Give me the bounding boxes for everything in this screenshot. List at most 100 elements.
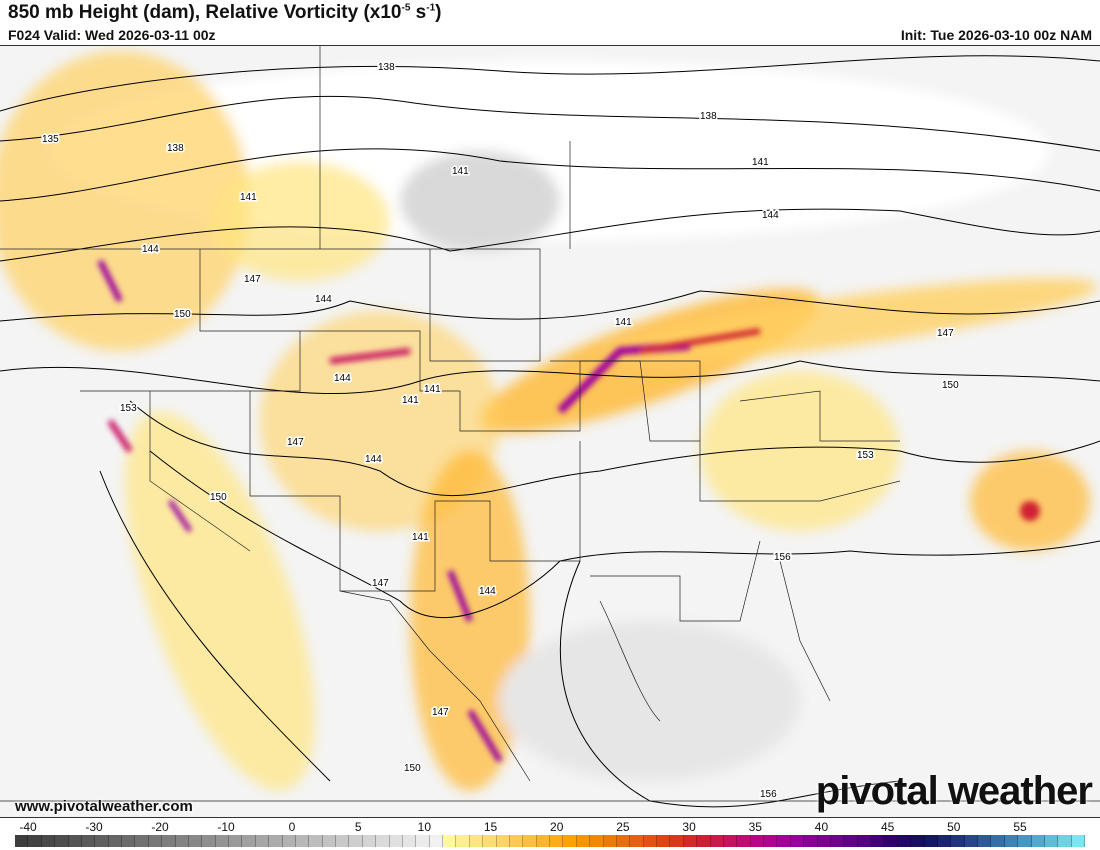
contour-label: 147 [372,578,389,589]
contour-label: 141 [752,157,769,168]
colorbar-cell [483,835,497,847]
contour-label: 147 [432,707,449,718]
contour-label: 141 [452,166,469,177]
colorbar-tick-label: 5 [354,820,362,834]
title-exp: -5 [401,2,411,14]
colorbar-cell [643,835,657,847]
contour-label: 144 [762,210,779,221]
contour-label: 141 [240,192,257,203]
colorbar-cell [68,835,82,847]
colorbar-tick-label: 15 [483,820,498,834]
pivotalweather-logo: pivotal weather [815,769,1093,813]
colorbar-cell [857,835,871,847]
colorbar-cell [242,835,256,847]
contour-label: 141 [412,532,429,543]
colorbar-cell [362,835,377,847]
colorbar-cell [790,835,805,847]
colorbar-cell [456,835,470,847]
colorbar-cell [269,835,283,847]
colorbar-cell [1018,835,1032,847]
colorbar-cell [697,835,711,847]
contour-label: 147 [287,437,304,448]
colorbar-ticks: -40 -30 -20 -10 0 5 10 15 20 25 30 35 40 45 50 55 [0,820,1100,834]
colorbar-cell [777,835,791,847]
colorbar-cell [15,835,29,847]
contour-label: 147 [937,328,954,339]
colorbar-cell [1031,835,1045,847]
colorbar-cell [443,835,457,847]
map-svg: 138 138 135 138 141 141 141 144 144 147 … [0,46,1100,808]
colorbar-cell [349,835,363,847]
colorbar-cell [550,835,564,847]
contour-label: 141 [402,395,419,406]
colorbar-cell [590,835,604,847]
contour-label: 138 [700,111,717,122]
contour-label: 153 [857,450,874,461]
colorbar-cell [416,835,430,847]
colorbar-cell [563,835,577,847]
colorbar-tick-label: 55 [1013,820,1027,834]
colorbar-cell [108,835,122,847]
colorbar-cell [830,835,845,847]
colorbar-cell [175,835,189,847]
contour-label: 144 [334,373,351,384]
contour-label: 153 [120,403,137,414]
website-link[interactable]: www.pivotalweather.com [15,798,193,815]
weather-map[interactable]: 138 138 135 138 141 141 141 144 144 147 … [0,45,1100,818]
colorbar-cell [657,835,671,847]
title-mid: s [410,2,427,23]
map-title: 850 mb Height (dam), Relative Vorticity … [8,2,442,24]
colorbar-cell [884,835,898,847]
colorbar-cell [28,835,42,847]
colorbar-tick-label: -30 [85,820,103,834]
colorbar-cell [282,835,296,847]
contour-label: 150 [404,763,421,774]
colorbar-cell [844,835,858,847]
colorbar-cell [255,835,270,847]
colorbar-cell [122,835,136,847]
colorbar-cell [616,835,631,847]
colorbar-cell [804,835,818,847]
colorbar-cell [55,835,69,847]
colorbar-cell [871,835,885,847]
state-borders [0,46,1100,802]
colorbar-cell [924,835,938,847]
colorbar-cell [135,835,149,847]
colorbar-cell [1058,835,1072,847]
colorbar-cell [978,835,992,847]
colorbar-tick-label: 10 [417,820,432,834]
contour-labels: 138 138 135 138 141 141 141 144 144 147 … [41,61,961,802]
colorbar-cell [1004,835,1019,847]
title-end: ) [435,2,442,23]
colorbar-cell [630,835,644,847]
contour-label: 141 [615,317,632,328]
contour-label: 156 [760,789,777,800]
colorbar-cell [536,835,550,847]
colorbar-cell [202,835,216,847]
colorbar-cell [229,835,243,847]
contour-label: 150 [174,309,191,320]
colorbar-cell [322,835,336,847]
colorbar-cell [509,835,524,847]
colorbar-cell [389,835,403,847]
colorbar-cell [750,835,764,847]
contour-label: 135 [42,134,59,145]
valid-time: F024 Valid: Wed 2026-03-11 00z [8,27,216,43]
colorbar-tick-label: 20 [550,820,564,834]
colorbar-cell [670,835,684,847]
contour-label: 150 [210,492,227,503]
colorbar-cell [402,835,417,847]
colorbar-cell [951,835,965,847]
colorbar-tick-label: 25 [616,820,630,834]
colorbar-cell [1044,835,1059,847]
colorbar-cell [188,835,203,847]
colorbar-tick-label: -40 [19,820,37,834]
colorbar-cell [683,835,698,847]
colorbar-cell [376,835,390,847]
colorbar-cell [937,835,952,847]
colorbar-tick-label: 45 [880,820,895,834]
colorbar-cell [1071,835,1085,847]
contour-label: 138 [378,62,395,73]
colorbar-cell [737,835,751,847]
colorbar-cell [336,835,350,847]
